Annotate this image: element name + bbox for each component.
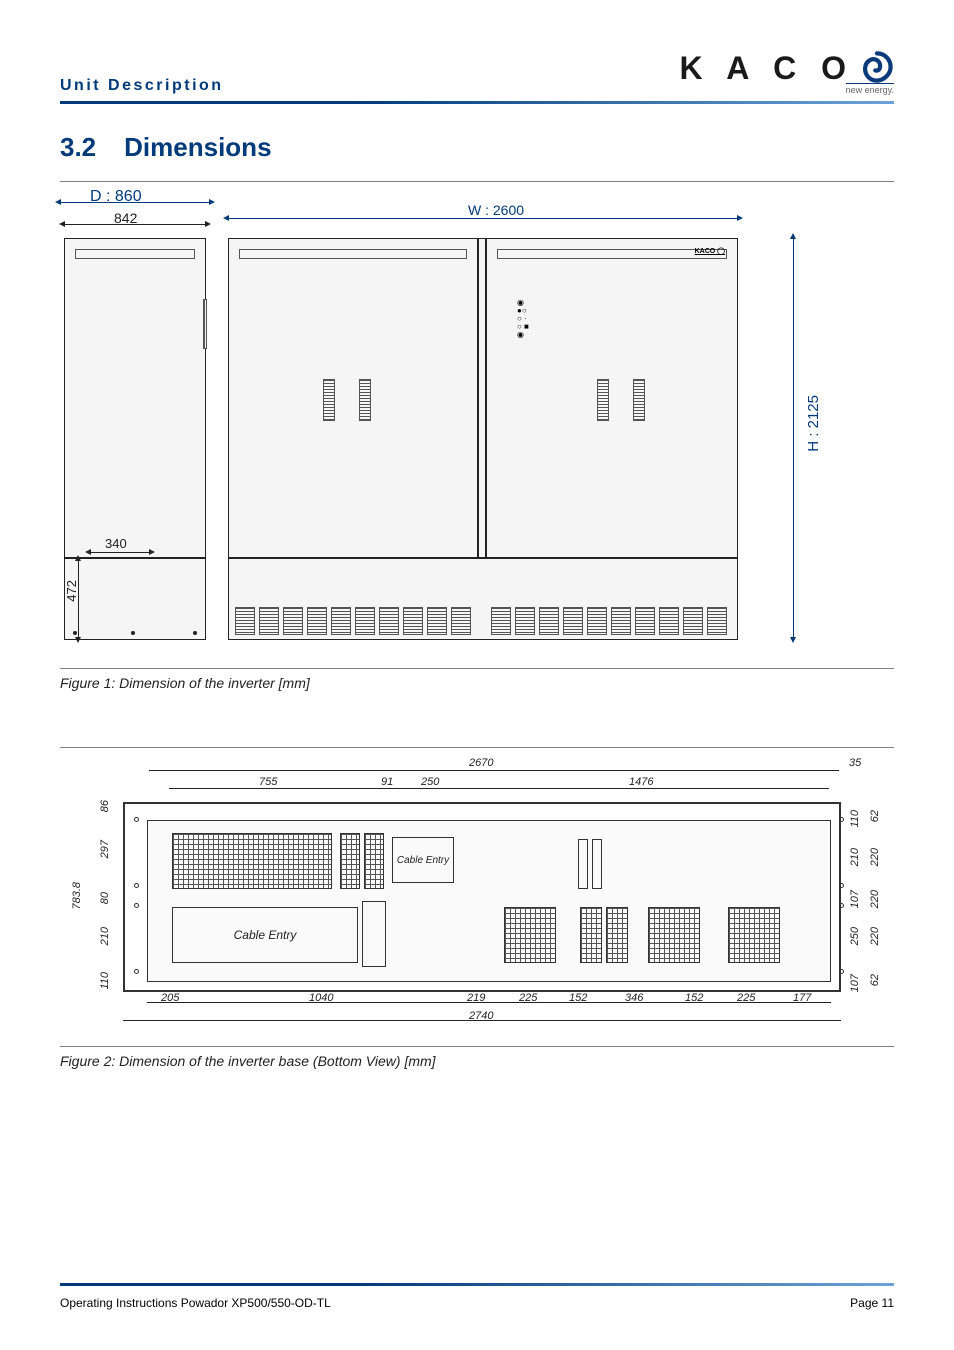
footer-left: Operating Instructions Powador XP500/550… (60, 1296, 331, 1310)
fig1-side-base (64, 558, 206, 640)
swirl-icon (860, 50, 894, 84)
page-header: Unit Description K A C O new energy. (60, 50, 894, 95)
cable-entry-label-2: Cable Entry (397, 855, 449, 866)
f2-plate: Cable Entry Cable Entry (147, 820, 831, 982)
fig1-front-view: W : 2600 H : 2125 KACO ◯ ◉●○○ ·○ ■◉ (228, 220, 768, 650)
figure-1: D : 860 842 340 472 W : 2600 (60, 181, 894, 669)
section-name: Dimensions (124, 132, 271, 162)
figure-2-caption: Figure 2: Dimension of the inverter base… (60, 1053, 894, 1069)
height-label: H : 2125 (805, 395, 822, 452)
logo-text: K A C O (679, 50, 854, 87)
f2-bottom-total: 2740 (469, 1010, 493, 1022)
section-number: 3.2 (60, 132, 96, 162)
footer-right: Page 11 (850, 1296, 894, 1310)
brand-mark: KACO ◯ (695, 247, 725, 255)
section-title: 3.2 Dimensions (60, 132, 894, 163)
section-header: Unit Description (60, 77, 224, 95)
logo-block: K A C O new energy. (679, 50, 894, 95)
cable-entry-label-1: Cable Entry (234, 928, 297, 942)
side-base-h: 472 (64, 580, 79, 602)
width-label: W : 2600 (468, 202, 524, 218)
figure-2: 2670 755 91 250 1476 35 783.8 86 297 80 … (60, 747, 894, 1047)
side-base-w: 340 (105, 536, 127, 551)
footer-rule (60, 1283, 894, 1286)
page-footer: Operating Instructions Powador XP500/550… (60, 1283, 894, 1310)
fig1-front-base (228, 558, 738, 640)
fig1-side-cabinet (64, 238, 206, 558)
fig1-front-right: KACO ◯ ◉●○○ ·○ ■◉ (486, 238, 738, 558)
header-rule (60, 101, 894, 104)
depth-label: D : 860 (90, 188, 142, 206)
figure-1-caption: Figure 1: Dimension of the inverter [mm] (60, 675, 894, 691)
f2-left-total: 783.8 (71, 882, 83, 910)
fig1-side-view: D : 860 842 340 472 (60, 220, 210, 650)
fig1-front-left (228, 238, 478, 558)
f2-top-total: 2670 (469, 757, 493, 769)
